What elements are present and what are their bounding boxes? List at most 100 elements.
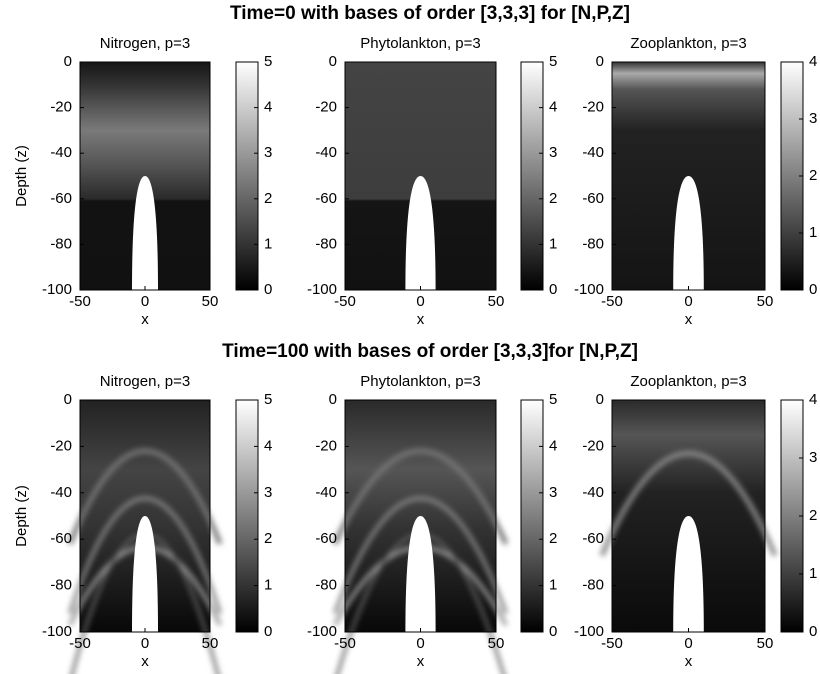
- subplot-title: Phytolankton, p=3: [360, 35, 481, 52]
- colorbar-tick-label: 4: [549, 99, 557, 116]
- figure-title: Time=100 with bases of order [3,3,3]for …: [222, 341, 638, 362]
- colorbar-tick-label: 0: [264, 281, 272, 298]
- x-tick-label: 50: [757, 293, 774, 310]
- y-tick-label: -100: [307, 623, 337, 640]
- y-tick-label: 0: [329, 53, 337, 70]
- y-tick-label: -20: [315, 99, 337, 116]
- y-tick-label: -20: [50, 99, 72, 116]
- y-tick-label: -80: [582, 235, 604, 252]
- colorbar-tick-label: 3: [264, 484, 272, 501]
- y-tick-label: -20: [50, 437, 72, 454]
- x-tick-label: -50: [69, 293, 91, 310]
- colorbar-tick-label: 3: [809, 449, 817, 466]
- colorbar-tick-label: 2: [809, 167, 817, 184]
- x-tick-label: 0: [416, 635, 424, 652]
- obstacle: [132, 516, 158, 632]
- obstacle: [132, 176, 158, 290]
- x-tick-label: -50: [601, 293, 623, 310]
- colorbar-tick-label: 4: [549, 437, 557, 454]
- subplot-title: Phytolankton, p=3: [360, 373, 481, 390]
- obstacle: [405, 176, 436, 290]
- x-tick-label: 50: [202, 635, 219, 652]
- x-tick-label: 0: [684, 635, 692, 652]
- colorbar-tick-label: 3: [549, 144, 557, 161]
- y-tick-label: -20: [582, 437, 604, 454]
- subplot-title: Nitrogen, p=3: [100, 373, 190, 390]
- y-tick-label: -100: [42, 281, 72, 298]
- y-tick-label: -80: [315, 235, 337, 252]
- colorbar-tick-label: 2: [809, 507, 817, 524]
- x-tick-label: 0: [416, 293, 424, 310]
- y-tick-label: -80: [315, 577, 337, 594]
- y-tick-label: -60: [582, 190, 604, 207]
- subplot-title: Zooplankton, p=3: [630, 373, 746, 390]
- subplot-title: Zooplankton, p=3: [630, 35, 746, 52]
- colorbar-tick-label: 3: [549, 484, 557, 501]
- y-tick-label: 0: [64, 53, 72, 70]
- field-band: [333, 496, 508, 615]
- x-axis-label: x: [141, 653, 149, 670]
- y-tick-label: -80: [50, 235, 72, 252]
- x-tick-label: 50: [757, 635, 774, 652]
- obstacle: [405, 516, 436, 632]
- colorbar-tick-label: 2: [549, 190, 557, 207]
- figure-title: Time=0 with bases of order [3,3,3] for […: [230, 3, 630, 24]
- obstacle: [673, 516, 704, 632]
- colorbar-tick-label: 5: [549, 391, 557, 408]
- x-tick-label: 0: [141, 293, 149, 310]
- y-tick-label: -100: [42, 623, 72, 640]
- field-bands: [599, 451, 778, 557]
- y-tick-label: 0: [596, 53, 604, 70]
- colorbar-tick-label: 3: [264, 144, 272, 161]
- x-tick-label: -50: [334, 293, 356, 310]
- colorbar-tick-label: 1: [809, 565, 817, 582]
- y-tick-label: -40: [315, 484, 337, 501]
- x-tick-label: 50: [488, 293, 505, 310]
- colorbar-tick-label: 1: [264, 577, 272, 594]
- field-band: [599, 451, 778, 557]
- colorbar-tick-label: 3: [809, 110, 817, 127]
- colorbar: [235, 61, 259, 291]
- colorbar-tick-label: 4: [264, 437, 272, 454]
- y-tick-label: -100: [307, 281, 337, 298]
- colorbar-tick-label: 0: [264, 623, 272, 640]
- x-axis-label: x: [417, 653, 425, 670]
- colorbar-tick-label: 0: [549, 623, 557, 640]
- y-tick-label: 0: [596, 391, 604, 408]
- x-tick-label: 0: [141, 635, 149, 652]
- y-tick-label: -20: [582, 99, 604, 116]
- x-tick-label: 0: [684, 293, 692, 310]
- colorbar-tick-label: 4: [809, 53, 817, 70]
- x-tick-label: 50: [488, 635, 505, 652]
- y-tick-label: -40: [315, 144, 337, 161]
- y-tick-label: -80: [50, 577, 72, 594]
- field-band: [68, 496, 222, 615]
- y-tick-label: -40: [50, 484, 72, 501]
- colorbar-tick-label: 5: [549, 53, 557, 70]
- colorbar: [235, 399, 259, 633]
- y-tick-label: -40: [582, 144, 604, 161]
- y-axis-label: Depth (z): [13, 145, 30, 207]
- y-tick-label: -60: [582, 530, 604, 547]
- x-axis-label: x: [417, 311, 425, 328]
- y-tick-label: -100: [574, 281, 604, 298]
- colorbar-tick-label: 2: [264, 190, 272, 207]
- colorbar-tick-label: 2: [264, 530, 272, 547]
- y-tick-label: -40: [582, 484, 604, 501]
- colorbar: [520, 61, 544, 291]
- y-tick-label: 0: [64, 391, 72, 408]
- colorbar-tick-label: 2: [549, 530, 557, 547]
- x-axis-label: x: [141, 311, 149, 328]
- obstacle: [673, 176, 704, 290]
- x-tick-label: -50: [69, 635, 91, 652]
- colorbar: [520, 399, 544, 633]
- x-axis-label: x: [685, 653, 693, 670]
- y-tick-label: -80: [582, 577, 604, 594]
- colorbar-tick-label: 4: [809, 391, 817, 408]
- x-tick-label: -50: [601, 635, 623, 652]
- colorbar-tick-label: 1: [809, 224, 817, 241]
- y-tick-label: -60: [315, 190, 337, 207]
- colorbar-tick-label: 5: [264, 391, 272, 408]
- colorbar-tick-label: 5: [264, 53, 272, 70]
